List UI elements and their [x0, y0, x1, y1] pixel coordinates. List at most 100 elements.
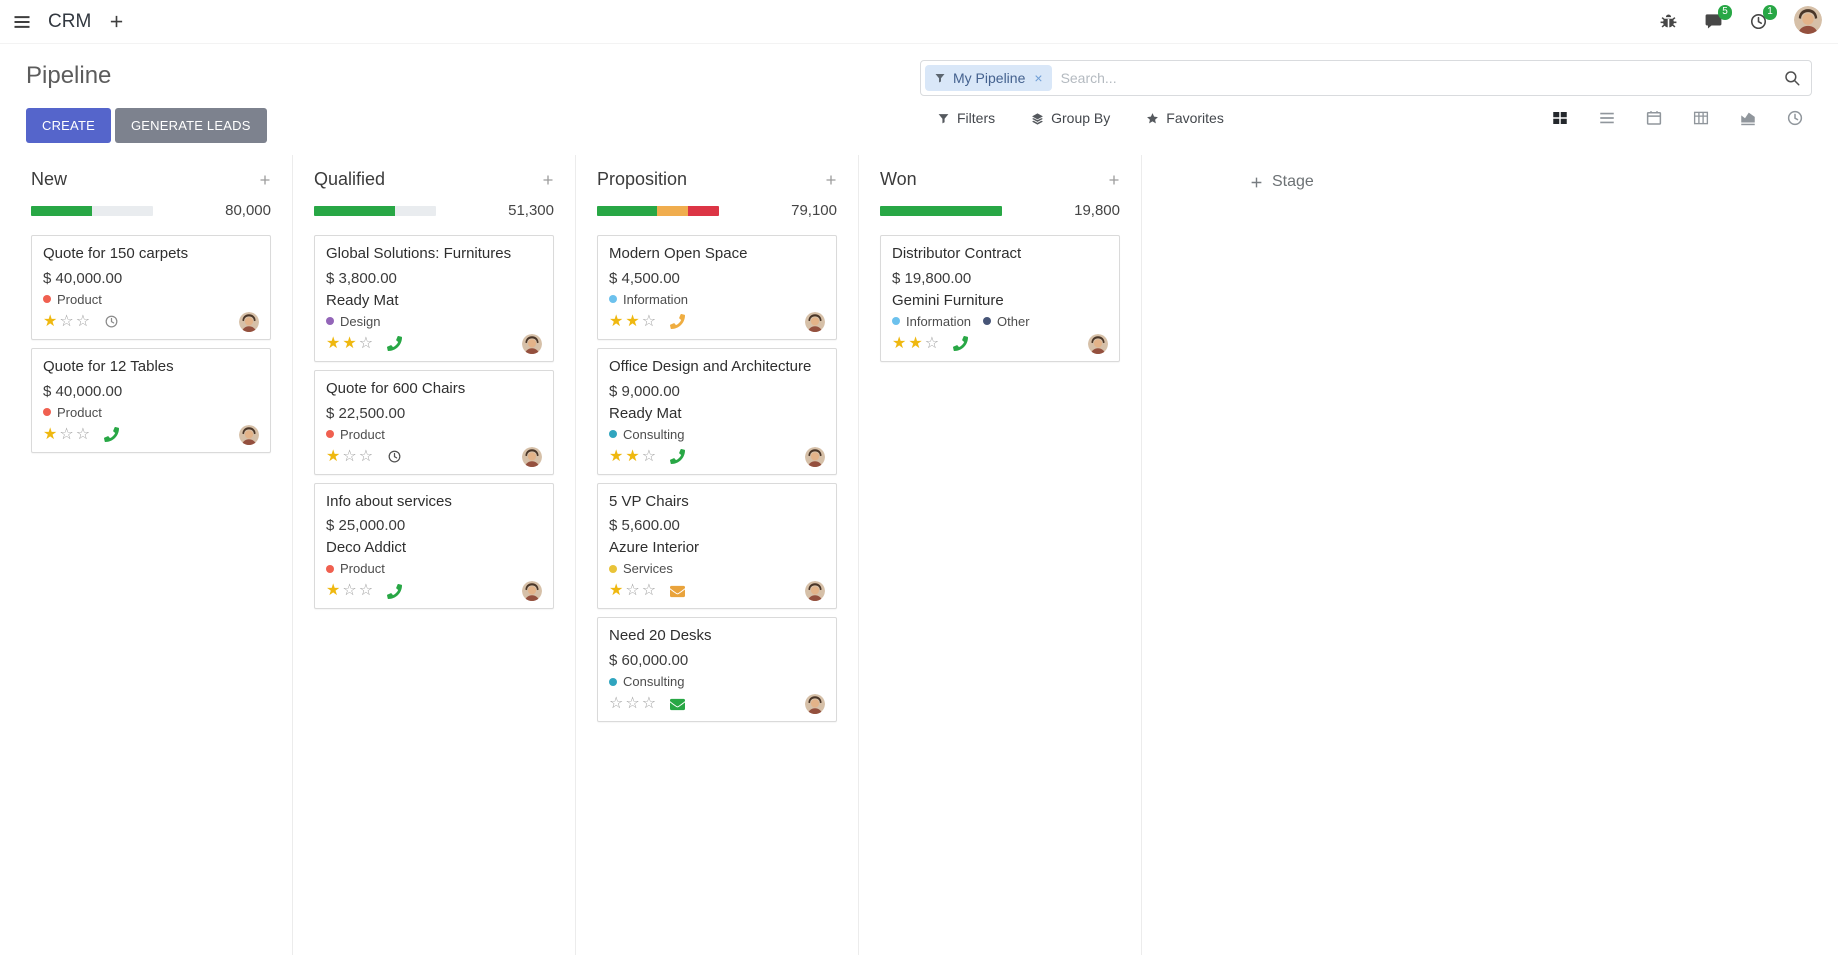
- list-view-button[interactable]: [1590, 109, 1624, 127]
- activity-view-button[interactable]: [1778, 109, 1812, 127]
- activities-button[interactable]: 1: [1749, 5, 1777, 31]
- phone-activity-icon[interactable]: [387, 584, 402, 599]
- phone-activity-icon[interactable]: [670, 449, 685, 464]
- salesperson-avatar[interactable]: [522, 334, 542, 354]
- envelope-activity-icon[interactable]: [670, 697, 685, 712]
- user-menu-button[interactable]: [1794, 6, 1822, 37]
- priority-star[interactable]: ★: [908, 334, 925, 352]
- clock-activity-icon[interactable]: [104, 314, 119, 329]
- salesperson-avatar[interactable]: [522, 447, 542, 467]
- filters-menu-button[interactable]: Filters: [937, 110, 995, 126]
- salesperson-avatar[interactable]: [805, 581, 825, 601]
- priority-star[interactable]: ☆: [342, 582, 359, 600]
- priority-star[interactable]: ☆: [924, 334, 942, 352]
- kanban-card[interactable]: Office Design and Architecture $ 9,000.0…: [597, 347, 837, 475]
- column-quick-add-button[interactable]: [1108, 174, 1120, 186]
- priority-star[interactable]: ★: [326, 334, 343, 352]
- kanban-card[interactable]: Info about services $ 25,000.00 Deco Add…: [314, 482, 554, 610]
- kanban-view-button[interactable]: [1543, 109, 1577, 127]
- salesperson-avatar[interactable]: [805, 447, 825, 467]
- debug-button[interactable]: [1659, 12, 1678, 31]
- priority-star[interactable]: ★: [342, 334, 359, 352]
- search-facet[interactable]: My Pipeline ×: [925, 65, 1052, 91]
- priority-star[interactable]: ☆: [75, 312, 93, 330]
- search-input[interactable]: [1060, 70, 1774, 86]
- pivot-view-button[interactable]: [1684, 109, 1718, 127]
- kanban-column-new: New 80,000 Quote for 150 carpets $ 40,00…: [10, 155, 293, 955]
- priority-star[interactable]: ☆: [358, 447, 376, 465]
- priority-star[interactable]: ☆: [641, 582, 659, 600]
- priority-star[interactable]: ☆: [59, 425, 76, 443]
- priority-star[interactable]: ★: [43, 312, 60, 330]
- priority-star[interactable]: ★: [326, 582, 343, 600]
- create-button[interactable]: CREATE: [26, 108, 111, 143]
- priority-star[interactable]: ★: [326, 447, 343, 465]
- priority-star[interactable]: ★: [43, 425, 60, 443]
- add-stage-button[interactable]: Stage: [1250, 173, 1314, 191]
- column-quick-add-button[interactable]: [542, 174, 554, 186]
- priority-star[interactable]: ☆: [358, 334, 376, 352]
- priority-star[interactable]: ☆: [609, 695, 626, 712]
- progress-segment[interactable]: [31, 205, 92, 216]
- salesperson-avatar[interactable]: [805, 312, 825, 332]
- column-progressbar[interactable]: [597, 205, 719, 216]
- search-bar[interactable]: My Pipeline ×: [920, 60, 1812, 96]
- graph-view-button[interactable]: [1731, 109, 1765, 127]
- progress-segment[interactable]: [656, 205, 689, 216]
- apps-menu-button[interactable]: [12, 12, 32, 32]
- priority-star[interactable]: ☆: [625, 695, 642, 712]
- phone-activity-icon[interactable]: [670, 314, 685, 329]
- progress-segment[interactable]: [880, 205, 1002, 216]
- priority-star[interactable]: ★: [625, 447, 642, 465]
- new-record-button[interactable]: [109, 14, 124, 29]
- priority-star[interactable]: ☆: [641, 695, 659, 712]
- progress-segment[interactable]: [597, 205, 657, 216]
- group-by-menu-button[interactable]: Group By: [1031, 110, 1110, 126]
- priority-star[interactable]: ☆: [59, 312, 76, 330]
- messages-button[interactable]: 5: [1704, 5, 1732, 31]
- priority-star[interactable]: ☆: [641, 312, 659, 330]
- priority-star[interactable]: ☆: [342, 447, 359, 465]
- priority-star[interactable]: ★: [609, 582, 626, 600]
- kanban-card[interactable]: Quote for 150 carpets $ 40,000.00 Produc…: [31, 235, 271, 340]
- salesperson-avatar[interactable]: [239, 312, 259, 332]
- generate-leads-button[interactable]: GENERATE LEADS: [114, 108, 267, 143]
- kanban-card[interactable]: Quote for 12 Tables $ 40,000.00 Product …: [31, 347, 271, 453]
- priority-star[interactable]: ★: [625, 312, 642, 330]
- priority-star[interactable]: ☆: [625, 582, 642, 600]
- kanban-card[interactable]: Quote for 600 Chairs $ 22,500.00 Product…: [314, 369, 554, 475]
- priority-star[interactable]: ☆: [358, 582, 376, 600]
- phone-activity-icon[interactable]: [104, 427, 119, 442]
- priority-star[interactable]: ★: [892, 334, 909, 352]
- kanban-card[interactable]: Modern Open Space $ 4,500.00 Information…: [597, 235, 837, 340]
- kanban-card[interactable]: 5 VP Chairs $ 5,600.00 Azure Interior Se…: [597, 482, 837, 610]
- salesperson-avatar[interactable]: [805, 694, 825, 714]
- salesperson-avatar[interactable]: [239, 425, 259, 445]
- priority-star[interactable]: ★: [609, 312, 626, 330]
- progress-segment[interactable]: [314, 205, 395, 216]
- column-progressbar[interactable]: [880, 205, 1002, 216]
- column-quick-add-button[interactable]: [825, 174, 837, 186]
- card-title: Quote for 12 Tables: [43, 357, 174, 375]
- kanban-card[interactable]: Global Solutions: Furnitures $ 3,800.00 …: [314, 235, 554, 362]
- salesperson-avatar[interactable]: [1088, 334, 1108, 354]
- favorites-menu-button[interactable]: Favorites: [1146, 110, 1224, 126]
- phone-activity-icon[interactable]: [953, 336, 968, 351]
- kanban-card[interactable]: Need 20 Desks $ 60,000.00 Consulting ☆ ☆ ☆: [597, 617, 837, 722]
- column-progressbar[interactable]: [31, 205, 153, 216]
- calendar-view-button[interactable]: [1637, 109, 1671, 127]
- kanban-card[interactable]: Distributor Contract $ 19,800.00 Gemini …: [880, 235, 1120, 362]
- salesperson-avatar[interactable]: [522, 581, 542, 601]
- app-name[interactable]: CRM: [48, 10, 92, 32]
- priority-star[interactable]: ★: [609, 447, 626, 465]
- priority-star[interactable]: ☆: [641, 447, 659, 465]
- priority-star[interactable]: ☆: [75, 425, 93, 443]
- phone-activity-icon[interactable]: [387, 336, 402, 351]
- remove-facet-icon[interactable]: ×: [1034, 70, 1043, 86]
- progress-segment[interactable]: [688, 205, 719, 216]
- column-progressbar[interactable]: [314, 205, 436, 216]
- column-quick-add-button[interactable]: [259, 174, 271, 186]
- envelope-activity-icon[interactable]: [670, 584, 685, 599]
- search-submit-button[interactable]: [1783, 69, 1801, 87]
- clock-activity-icon[interactable]: [387, 449, 402, 464]
